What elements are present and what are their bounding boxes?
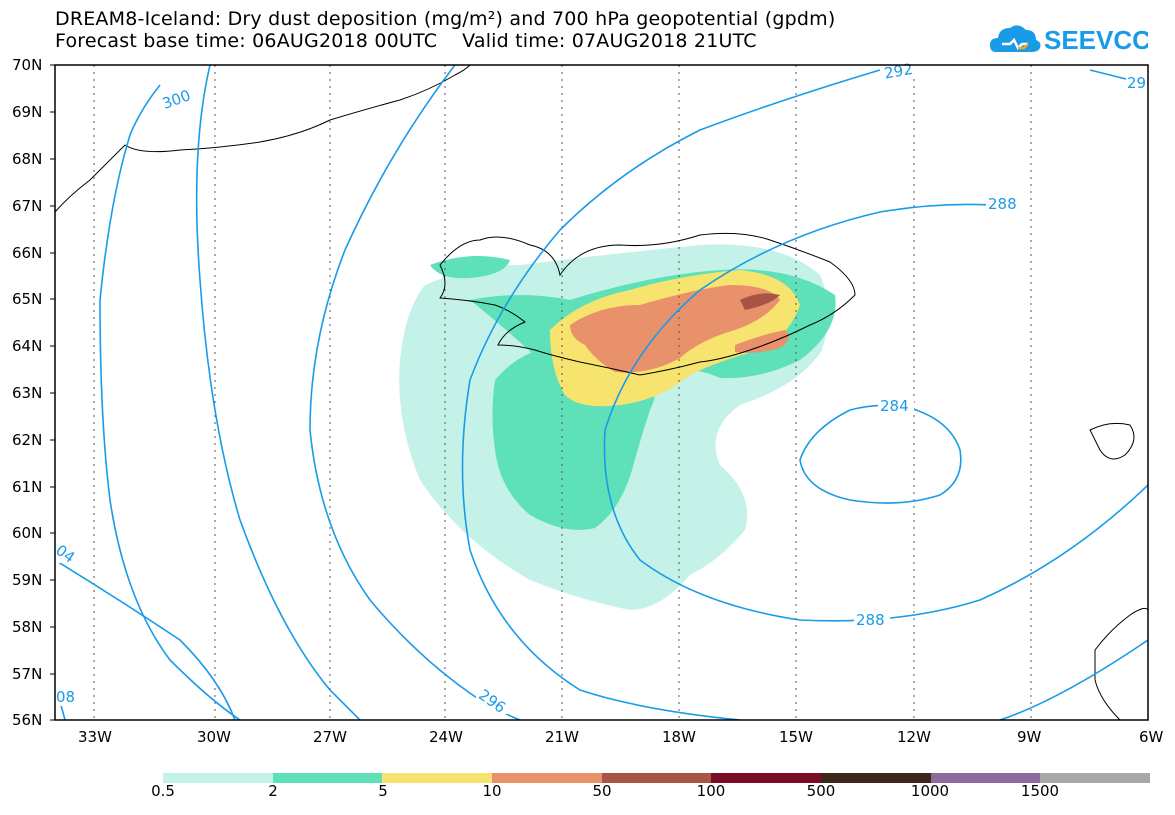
lat-label: 60N <box>12 524 42 542</box>
legend-swatch <box>382 773 492 783</box>
lat-label: 65N <box>12 290 42 308</box>
legend-label: 2 <box>268 782 278 800</box>
color-legend <box>163 773 1150 783</box>
lat-label: 64N <box>12 337 42 355</box>
legend-label: 5 <box>378 782 388 800</box>
legend-swatch <box>492 773 602 783</box>
legend-label: 100 <box>697 782 726 800</box>
legend-label: 50 <box>592 782 611 800</box>
legend-swatch <box>163 773 273 783</box>
legend-label: 10 <box>482 782 501 800</box>
lat-label: 68N <box>12 150 42 168</box>
lat-label: 57N <box>12 665 42 683</box>
lon-label: 33W <box>78 728 112 746</box>
contour-label: 29 <box>1127 74 1146 92</box>
legend-swatch <box>273 773 383 783</box>
legend-label: 1000 <box>911 782 949 800</box>
legend-swatch <box>602 773 712 783</box>
lon-label: 27W <box>313 728 347 746</box>
lat-label: 56N <box>12 711 42 729</box>
lon-label: 6W <box>1139 728 1164 746</box>
map-canvas: 300 292 29 288 284 288 296 04 08 <box>0 0 1175 815</box>
lat-label: 63N <box>12 384 42 402</box>
lat-label: 61N <box>12 478 42 496</box>
lon-label: 30W <box>197 728 231 746</box>
lon-labels: 33W 30W 27W 24W 21W 18W 15W 12W 9W 6W <box>78 728 1164 746</box>
lon-label: 9W <box>1017 728 1042 746</box>
contour-label: 284 <box>880 397 909 415</box>
lat-label: 67N <box>12 197 42 215</box>
legend-label: 1500 <box>1021 782 1059 800</box>
lat-label: 59N <box>12 571 42 589</box>
lat-label: 69N <box>12 103 42 121</box>
lat-label: 66N <box>12 244 42 262</box>
lat-label: 62N <box>12 431 42 449</box>
legend-swatch <box>711 773 821 783</box>
contour-label: 288 <box>988 195 1017 213</box>
lat-label: 58N <box>12 618 42 636</box>
lon-label: 15W <box>779 728 813 746</box>
lat-label: 70N <box>12 56 42 74</box>
lon-label: 18W <box>662 728 696 746</box>
legend-label: 0.5 <box>151 782 175 800</box>
contour-label: 288 <box>856 611 885 629</box>
lon-label: 24W <box>429 728 463 746</box>
lon-label: 12W <box>897 728 931 746</box>
legend-label: 500 <box>807 782 836 800</box>
lon-label: 21W <box>545 728 579 746</box>
contour-label: 08 <box>56 688 75 706</box>
lat-labels: 70N 69N 68N 67N 66N 65N 64N 63N 62N 61N … <box>12 56 42 729</box>
